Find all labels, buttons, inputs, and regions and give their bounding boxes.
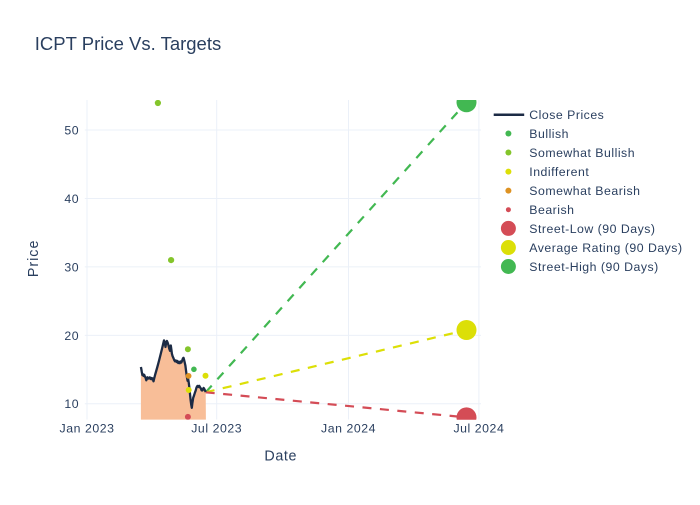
svg-text:Average Rating (90 Days): Average Rating (90 Days)	[529, 241, 682, 255]
svg-text:20: 20	[64, 329, 79, 343]
svg-text:30: 30	[64, 260, 79, 274]
svg-text:Somewhat Bearish: Somewhat Bearish	[529, 184, 640, 198]
svg-text:Indifferent: Indifferent	[529, 165, 589, 179]
svg-text:Jul 2024: Jul 2024	[453, 422, 504, 436]
svg-text:Somewhat Bullish: Somewhat Bullish	[529, 146, 635, 160]
svg-text:10: 10	[64, 397, 79, 411]
svg-text:Jan 2023: Jan 2023	[60, 422, 115, 436]
svg-text:Bullish: Bullish	[529, 127, 569, 141]
svg-text:ICPT Price Vs. Targets: ICPT Price Vs. Targets	[35, 33, 221, 54]
svg-text:Jul 2023: Jul 2023	[191, 422, 242, 436]
svg-text:50: 50	[64, 123, 79, 137]
svg-text:Street-Low (90 Days): Street-Low (90 Days)	[529, 222, 655, 236]
svg-text:Price: Price	[26, 240, 42, 278]
svg-text:Date: Date	[264, 449, 297, 465]
svg-text:40: 40	[64, 192, 79, 206]
svg-text:Close Prices: Close Prices	[529, 108, 604, 122]
svg-text:Street-High (90 Days): Street-High (90 Days)	[529, 260, 658, 274]
svg-text:Bearish: Bearish	[529, 203, 574, 217]
svg-text:Jan 2024: Jan 2024	[321, 422, 376, 436]
